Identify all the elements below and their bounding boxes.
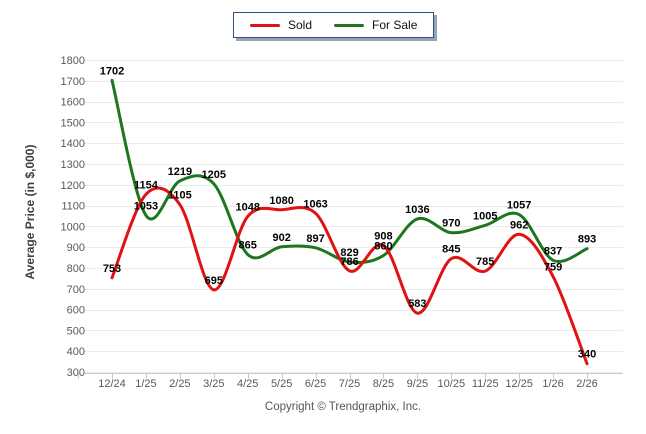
for-sale-point-label: 970 xyxy=(442,218,460,230)
x-tick-label: 1/25 xyxy=(135,378,156,390)
legend-label-for-sale: For Sale xyxy=(372,18,418,32)
x-tick-label: 5/25 xyxy=(271,378,292,390)
sold-point-label: 340 xyxy=(578,349,596,361)
x-tick-label: 4/25 xyxy=(237,378,258,390)
y-tick-label: 1400 xyxy=(61,138,85,150)
sold-point-label: 1063 xyxy=(303,198,327,210)
x-tick-label: 2/25 xyxy=(169,378,190,390)
legend-item-sold: Sold xyxy=(250,18,312,32)
chart-legend: Sold For Sale xyxy=(233,12,435,38)
sold-point-label: 1048 xyxy=(235,201,259,213)
for-sale-point-label: 829 xyxy=(340,247,358,259)
sold-point-label: 1154 xyxy=(134,179,159,191)
for-sale-point-label: 860 xyxy=(374,241,392,253)
x-tick-label: 12/24 xyxy=(98,378,126,390)
sold-point-label: 845 xyxy=(442,244,460,256)
y-tick-label: 1200 xyxy=(61,180,85,192)
x-tick-label: 11/25 xyxy=(472,378,499,390)
x-tick-label: 7/25 xyxy=(339,378,360,390)
for-sale-point-label: 1057 xyxy=(507,200,531,212)
sold-point-label: 962 xyxy=(510,219,528,231)
sold-point-label: 753 xyxy=(103,263,121,275)
y-tick-label: 1700 xyxy=(61,76,85,88)
sold-point-label: 695 xyxy=(205,275,223,287)
y-tick-label: 1100 xyxy=(61,201,85,213)
y-tick-label: 1000 xyxy=(61,221,85,233)
for-sale-point-label: 897 xyxy=(306,233,324,245)
y-tick-label: 300 xyxy=(67,367,85,379)
for-sale-point-label: 1036 xyxy=(405,204,429,216)
x-tick-label: 6/25 xyxy=(305,378,326,390)
y-tick-label: 400 xyxy=(67,346,85,358)
for-sale-point-label: 865 xyxy=(239,239,257,251)
x-tick-label: 1/26 xyxy=(542,378,563,390)
sold-point-label: 785 xyxy=(476,256,494,268)
x-tick-label: 8/25 xyxy=(373,378,394,390)
for-sale-point-label: 1053 xyxy=(134,200,158,212)
for-sale-point-label: 1219 xyxy=(168,166,192,178)
x-tick-label: 10/25 xyxy=(438,378,466,390)
for-sale-point-label: 1205 xyxy=(202,169,226,181)
x-tick-label: 3/25 xyxy=(203,378,224,390)
for-sale-point-label: 1702 xyxy=(100,65,124,77)
y-tick-label: 1300 xyxy=(61,159,85,171)
x-tick-label: 2/26 xyxy=(576,378,597,390)
for-sale-point-label: 1005 xyxy=(473,210,497,222)
sold-point-label: 759 xyxy=(544,262,562,274)
y-tick-label: 600 xyxy=(67,305,85,317)
y-tick-label: 900 xyxy=(67,242,85,254)
sold-line xyxy=(110,186,589,366)
y-tick-label: 500 xyxy=(67,325,85,337)
copyright-text: Copyright © Trendgraphix, Inc. xyxy=(264,401,422,413)
y-tick-label: 1500 xyxy=(61,117,85,129)
legend-label-sold: Sold xyxy=(288,18,313,32)
for-sale-point-label: 893 xyxy=(578,234,596,246)
y-tick-label: 1600 xyxy=(61,97,85,109)
x-tick-label: 12/25 xyxy=(505,378,533,390)
legend-item-for-sale: For Sale xyxy=(334,18,417,32)
sold-point-label: 583 xyxy=(408,298,426,310)
y-tick-label: 800 xyxy=(67,263,85,275)
sold-point-label: 786 xyxy=(340,256,358,268)
sold-line-swatch xyxy=(250,23,280,27)
y-tick-label: 1800 xyxy=(61,55,85,67)
for-sale-point-label: 902 xyxy=(272,232,290,244)
for-sale-point-label: 837 xyxy=(544,245,562,257)
y-tick-label: 700 xyxy=(67,284,85,296)
x-tick-label: 9/25 xyxy=(407,378,428,390)
for-sale-line-swatch xyxy=(334,23,365,27)
sold-point-label: 908 xyxy=(374,231,392,243)
sold-point-label: 1080 xyxy=(269,195,293,207)
sold-point-label: 1105 xyxy=(168,190,192,202)
